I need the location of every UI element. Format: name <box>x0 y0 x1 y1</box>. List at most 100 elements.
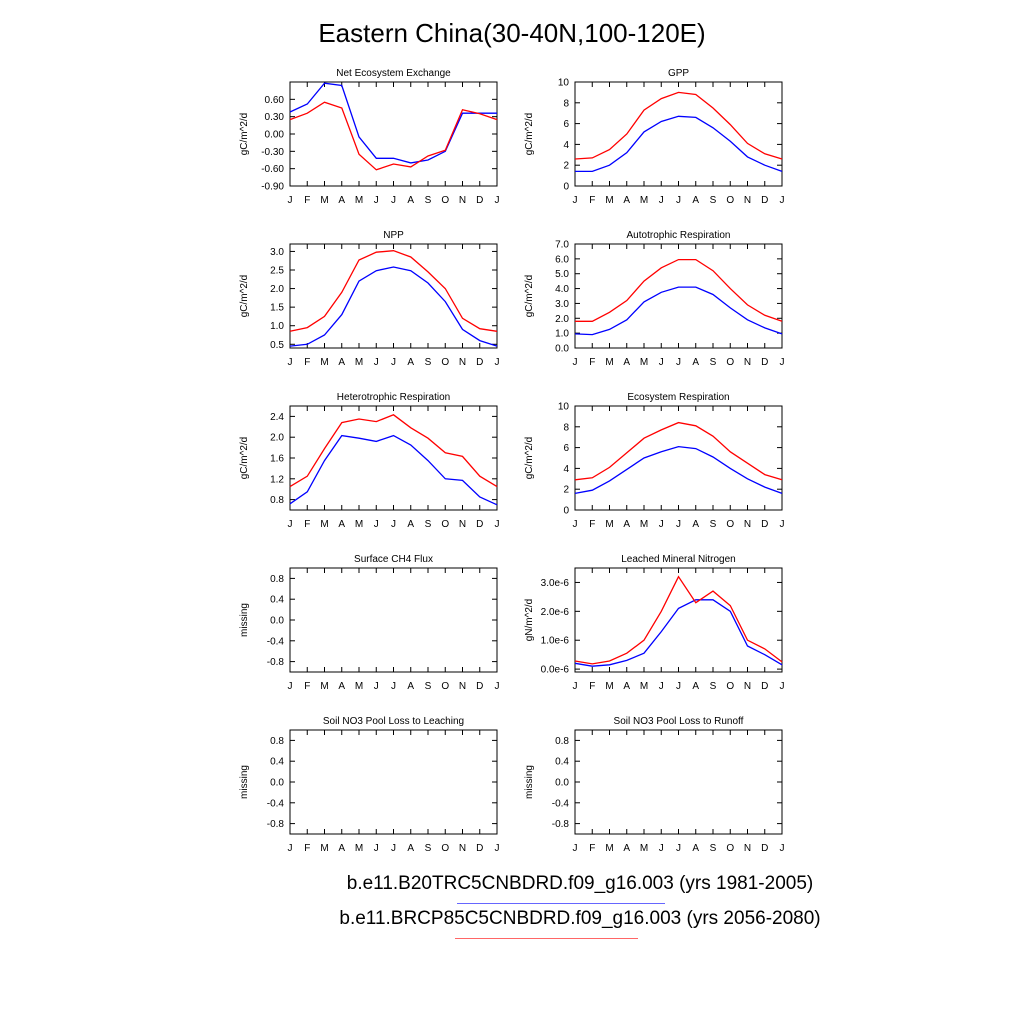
series-line-1 <box>574 599 783 667</box>
x-tick-label: S <box>425 357 432 368</box>
y-tick-label: 0 <box>563 182 569 193</box>
x-tick-label: J <box>676 843 681 854</box>
x-tick-label: A <box>407 519 414 530</box>
y-axis-label: missing <box>239 765 250 799</box>
series-line-1 <box>289 266 498 347</box>
panel-title: Soil NO3 Pool Loss to Leaching <box>323 716 464 727</box>
y-axis-label: gC/m^2/d <box>239 113 250 156</box>
x-tick-label: O <box>726 519 734 530</box>
x-tick-label: A <box>692 519 699 530</box>
y-tick-label: 2.0e-6 <box>541 607 570 618</box>
x-tick-label: A <box>338 519 345 530</box>
panel-title: GPP <box>668 68 689 79</box>
y-tick-label: 10 <box>558 402 570 413</box>
x-tick-label: O <box>441 681 449 692</box>
x-tick-label: A <box>407 681 414 692</box>
y-axis-label: missing <box>524 765 535 799</box>
y-tick-label: 1.0 <box>270 321 284 332</box>
y-tick-label: 1.0 <box>555 329 569 340</box>
x-tick-label: O <box>726 195 734 206</box>
x-tick-label: J <box>391 195 396 206</box>
y-tick-label: 4.0 <box>555 284 569 295</box>
x-tick-label: M <box>355 843 363 854</box>
series-line-1 <box>289 434 498 506</box>
y-tick-label: 2.4 <box>270 412 284 423</box>
y-tick-label: 6.0 <box>555 254 569 265</box>
x-tick-label: J <box>495 195 500 206</box>
x-tick-label: N <box>459 519 466 530</box>
panel-title: Heterotrophic Respiration <box>337 392 450 403</box>
x-tick-label: D <box>761 519 768 530</box>
x-tick-label: J <box>374 843 379 854</box>
y-tick-label: -0.8 <box>267 657 285 668</box>
series-line-2 <box>289 414 498 488</box>
x-tick-label: J <box>288 357 293 368</box>
x-tick-label: M <box>320 519 328 530</box>
x-tick-label: J <box>659 519 664 530</box>
x-tick-label: J <box>288 195 293 206</box>
y-tick-label: 0.4 <box>270 595 284 606</box>
y-tick-label: 5.0 <box>555 269 569 280</box>
y-axis-label: gN/m^2/d <box>524 599 535 642</box>
y-tick-label: 0.30 <box>265 112 285 123</box>
x-tick-label: D <box>476 519 483 530</box>
x-tick-label: J <box>391 357 396 368</box>
x-tick-label: J <box>659 681 664 692</box>
x-tick-label: J <box>288 843 293 854</box>
y-tick-label: 2.0 <box>555 314 569 325</box>
y-axis-label: gC/m^2/d <box>239 437 250 480</box>
x-tick-label: S <box>425 681 432 692</box>
x-tick-label: M <box>640 357 648 368</box>
series-line-2 <box>574 91 783 160</box>
y-tick-label: 6 <box>563 443 569 454</box>
y-tick-label: 3.0 <box>270 247 284 258</box>
y-tick-label: 8 <box>563 98 569 109</box>
x-tick-label: J <box>288 681 293 692</box>
x-tick-label: M <box>605 843 613 854</box>
x-tick-label: M <box>320 195 328 206</box>
x-tick-label: O <box>726 681 734 692</box>
panel-title: Surface CH4 Flux <box>354 554 433 565</box>
x-tick-label: S <box>710 843 717 854</box>
x-tick-label: A <box>623 681 630 692</box>
y-tick-label: 3.0e-6 <box>541 578 570 589</box>
x-tick-label: J <box>374 681 379 692</box>
x-tick-label: N <box>744 357 751 368</box>
x-tick-label: J <box>780 681 785 692</box>
plot-frame <box>574 81 783 187</box>
y-tick-label: 2 <box>563 485 569 496</box>
x-tick-label: J <box>573 357 578 368</box>
x-tick-label: J <box>495 843 500 854</box>
y-tick-label: 1.0e-6 <box>541 636 570 647</box>
series-line-1 <box>575 115 783 173</box>
y-tick-label: -0.4 <box>267 798 285 809</box>
y-tick-label: 0.4 <box>555 757 569 768</box>
x-tick-label: F <box>304 357 310 368</box>
y-tick-label: 0.0 <box>270 778 284 789</box>
y-tick-label: 0.4 <box>270 757 284 768</box>
x-tick-label: D <box>761 843 768 854</box>
series-line-1 <box>289 82 497 164</box>
y-tick-label: 1.5 <box>270 303 284 314</box>
x-tick-label: M <box>320 681 328 692</box>
x-tick-label: A <box>338 195 345 206</box>
x-tick-label: D <box>476 357 483 368</box>
y-tick-label: 0.8 <box>270 495 284 506</box>
y-tick-label: 10 <box>558 78 570 89</box>
y-tick-label: 8 <box>563 422 569 433</box>
x-tick-label: J <box>391 843 396 854</box>
x-tick-label: M <box>640 519 648 530</box>
x-tick-label: J <box>659 195 664 206</box>
series-line-2 <box>289 250 498 332</box>
x-tick-label: J <box>391 519 396 530</box>
y-tick-label: 0.8 <box>270 736 284 747</box>
x-tick-label: N <box>459 843 466 854</box>
x-tick-label: J <box>676 681 681 692</box>
x-tick-label: O <box>726 357 734 368</box>
x-tick-label: J <box>573 681 578 692</box>
x-tick-label: A <box>407 843 414 854</box>
x-tick-label: J <box>676 195 681 206</box>
